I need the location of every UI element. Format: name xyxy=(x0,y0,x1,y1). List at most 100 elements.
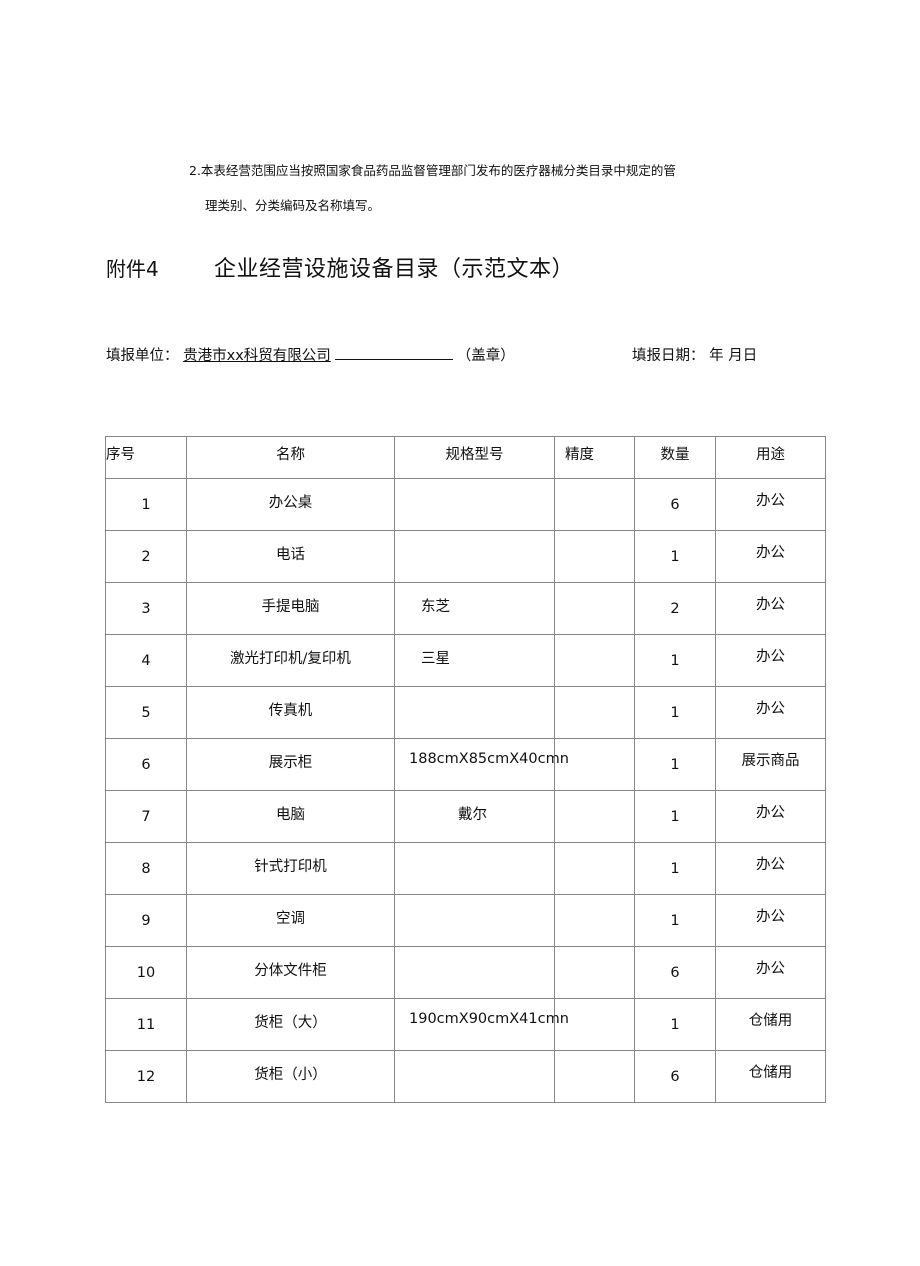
serial-cell: 11 xyxy=(105,998,187,1051)
serial-cell: 2 xyxy=(105,530,187,583)
use-cell-text: 办公 xyxy=(756,961,785,977)
name-cell-text: 手提电脑 xyxy=(261,599,320,615)
serial-cell-text: 3 xyxy=(141,601,151,617)
spec-cell: 188cmX85cmX40cmn xyxy=(394,738,569,791)
serial-cell: 1 xyxy=(105,478,187,531)
use-cell: 办公 xyxy=(715,686,826,739)
table-row: 8 针式打印机 1 办公 xyxy=(105,842,826,895)
spec-cell xyxy=(394,946,555,999)
use-cell: 仓储用 xyxy=(715,1050,826,1103)
serial-cell: 9 xyxy=(105,894,187,947)
spec-cell: 三星 xyxy=(394,634,555,687)
table-row: 10 分体文件柜 6 办公 xyxy=(105,946,826,999)
name-cell: 电脑 xyxy=(186,790,395,843)
table-row: 1 办公桌 6 办公 xyxy=(105,478,826,531)
name-cell: 传真机 xyxy=(186,686,395,739)
equipment-table: 序号 名称 规格型号 精度 数量 用途 1 办公桌 6 办公 2 电话 1 办公 3 手提电脑 东芝… xyxy=(105,436,826,1103)
fill-date: 填报日期： 年 月日 xyxy=(632,344,757,365)
qty-cell-text: 1 xyxy=(670,1017,680,1033)
qty-cell: 6 xyxy=(634,478,716,531)
use-cell: 展示商品 xyxy=(715,738,826,791)
name-cell: 手提电脑 xyxy=(186,582,395,635)
name-cell-text: 货柜（小） xyxy=(254,1067,327,1083)
spec-cell-text: 190cmX90cmX41cmn xyxy=(409,1011,569,1027)
header-qty: 数量 xyxy=(660,447,690,463)
use-cell-text: 仓储用 xyxy=(748,1065,793,1081)
qty-cell-text: 1 xyxy=(670,809,680,825)
table-row: 11 货柜（大） 190cmX90cmX41cmn 1 仓储用 xyxy=(105,998,826,1051)
spec-cell-text: 戴尔 xyxy=(458,807,487,823)
date-label: 填报日期： xyxy=(632,348,705,364)
spec-cell: 190cmX90cmX41cmn xyxy=(394,998,569,1051)
precision-cell xyxy=(554,582,635,635)
precision-cell xyxy=(554,842,635,895)
table-row: 2 电话 1 办公 xyxy=(105,530,826,583)
table-row: 4 激光打印机/复印机 三星 1 办公 xyxy=(105,634,826,687)
qty-cell: 1 xyxy=(634,738,716,791)
use-cell-text: 办公 xyxy=(756,909,785,925)
precision-cell xyxy=(554,790,635,843)
qty-cell: 1 xyxy=(634,894,716,947)
use-cell: 办公 xyxy=(715,894,826,947)
serial-cell: 10 xyxy=(105,946,187,999)
serial-cell-text: 2 xyxy=(141,549,151,565)
qty-cell-text: 1 xyxy=(670,549,680,565)
spec-cell: 戴尔 xyxy=(394,790,555,843)
spec-cell xyxy=(394,842,555,895)
use-cell: 办公 xyxy=(715,790,826,843)
use-cell-text: 办公 xyxy=(756,805,785,821)
name-cell-text: 货柜（大） xyxy=(254,1015,327,1031)
spec-cell xyxy=(394,1050,555,1103)
table-header: 序号 名称 规格型号 精度 数量 用途 xyxy=(105,436,826,479)
use-cell: 办公 xyxy=(715,478,826,531)
name-cell: 货柜（大） xyxy=(186,998,395,1051)
qty-cell-text: 2 xyxy=(670,601,680,617)
company-name: 贵港市xx科贸有限公司 xyxy=(183,348,331,364)
use-cell-text: 办公 xyxy=(756,701,785,717)
qty-cell: 1 xyxy=(634,790,716,843)
qty-cell: 1 xyxy=(634,842,716,895)
name-cell: 针式打印机 xyxy=(186,842,395,895)
use-cell-text: 办公 xyxy=(756,545,785,561)
precision-cell xyxy=(554,738,635,791)
serial-cell: 7 xyxy=(105,790,187,843)
attachment-label: 附件4 xyxy=(106,257,159,281)
name-cell: 空调 xyxy=(186,894,395,947)
precision-cell xyxy=(554,1050,635,1103)
spec-cell-text: 东芝 xyxy=(421,599,450,615)
qty-cell: 6 xyxy=(634,946,716,999)
blank-line xyxy=(334,346,453,360)
qty-cell-text: 6 xyxy=(670,1069,680,1085)
table-row: 9 空调 1 办公 xyxy=(105,894,826,947)
qty-cell: 1 xyxy=(634,998,716,1051)
serial-cell: 12 xyxy=(105,1050,187,1103)
serial-cell-text: 11 xyxy=(136,1017,156,1033)
precision-cell xyxy=(554,530,635,583)
precision-cell xyxy=(554,894,635,947)
serial-cell-text: 6 xyxy=(141,757,151,773)
qty-cell: 1 xyxy=(634,686,716,739)
name-cell: 展示柜 xyxy=(186,738,395,791)
use-cell-text: 办公 xyxy=(756,857,785,873)
name-cell-text: 展示柜 xyxy=(268,755,313,771)
use-cell: 仓储用 xyxy=(715,998,826,1051)
date-value: 年 月日 xyxy=(709,348,758,364)
spec-cell xyxy=(394,686,555,739)
use-cell: 办公 xyxy=(715,946,826,999)
serial-cell: 3 xyxy=(105,582,187,635)
use-cell-text: 仓储用 xyxy=(748,1013,793,1029)
serial-cell-text: 4 xyxy=(141,653,151,669)
use-cell-text: 办公 xyxy=(756,649,785,665)
note-line-2: 理类别、分类编码及名称填写。 xyxy=(205,198,381,213)
name-cell: 激光打印机/复印机 xyxy=(186,634,395,687)
qty-cell-text: 6 xyxy=(670,497,680,513)
name-cell-text: 激光打印机/复印机 xyxy=(230,651,351,667)
precision-cell xyxy=(554,634,635,687)
serial-cell-text: 8 xyxy=(141,861,151,877)
precision-cell xyxy=(554,946,635,999)
table-row: 6 展示柜 188cmX85cmX40cmn 1 展示商品 xyxy=(105,738,826,791)
spec-cell xyxy=(394,530,555,583)
header-precision: 精度 xyxy=(565,447,594,463)
use-cell-text: 办公 xyxy=(756,493,785,509)
